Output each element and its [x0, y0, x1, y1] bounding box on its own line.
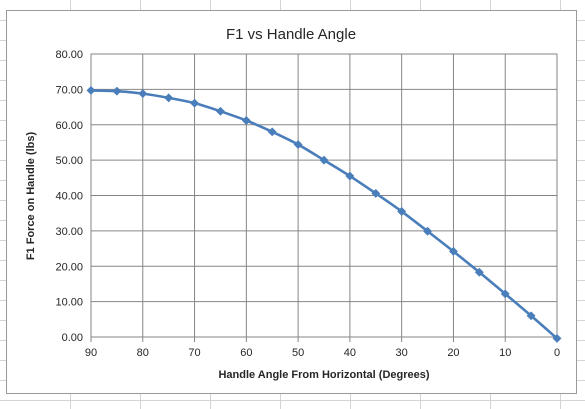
data-point-marker[interactable]	[241, 115, 251, 126]
x-tick-label: 90	[85, 347, 97, 359]
chart-area[interactable]: F1 vs Handle Angle 0.00 10.00 20.00 30.00 40…	[6, 10, 577, 394]
data-point-marker[interactable]	[190, 98, 200, 108]
y-axis-tick-labels: 0.00 10.00 20.00 30.00 40.00 50.00 60.00 70.00 8…	[55, 49, 83, 344]
y-tick-label: 30.00	[55, 226, 83, 238]
y-tick-label: 50.00	[55, 155, 83, 167]
x-tick-label: 20	[447, 347, 459, 359]
y-tick-label: 70.00	[55, 84, 83, 96]
x-tick-label: 0	[554, 347, 560, 359]
y-tick-label: 80.00	[55, 49, 83, 61]
data-point-marker[interactable]	[138, 89, 148, 99]
data-point-marker[interactable]	[371, 188, 381, 198]
x-tick-label: 80	[137, 347, 149, 359]
data-point-marker[interactable]	[526, 311, 536, 321]
y-axis-label: F1 Force on Handle (lbs)	[25, 131, 37, 260]
data-point-marker[interactable]	[552, 333, 562, 343]
data-point-marker[interactable]	[215, 106, 225, 116]
data-point-marker[interactable]	[474, 267, 484, 277]
data-point-marker[interactable]	[500, 289, 510, 299]
x-tick-label: 60	[240, 347, 252, 359]
data-point-marker[interactable]	[112, 86, 122, 96]
x-tick-label: 30	[396, 347, 408, 359]
x-tick-label: 70	[188, 347, 200, 359]
series-group	[86, 85, 562, 343]
x-tick-label: 10	[499, 347, 511, 359]
x-tick-label: 50	[292, 347, 304, 359]
data-point-marker[interactable]	[164, 93, 174, 103]
y-tick-label: 60.00	[55, 120, 83, 132]
data-point-marker[interactable]	[267, 127, 277, 137]
data-point-marker[interactable]	[397, 206, 407, 216]
data-point-marker[interactable]	[423, 226, 433, 236]
y-tick-label: 20.00	[55, 261, 83, 273]
data-point-marker[interactable]	[293, 140, 303, 150]
y-tick-label: 40.00	[55, 191, 83, 203]
x-axis-tick-labels: 90 80 70 60 50 40 30 20 10 0	[85, 347, 560, 359]
line-chart: F1 vs Handle Angle 0.00 10.00 20.00 30.00 40…	[25, 26, 562, 381]
y-tick-label: 10.00	[55, 297, 83, 309]
data-point-marker[interactable]	[345, 171, 355, 181]
chart-title: F1 vs Handle Angle	[226, 26, 356, 43]
y-tick-label: 0.00	[62, 332, 83, 344]
data-point-marker[interactable]	[319, 155, 329, 165]
x-axis-label: Handle Angle From Horizontal (Degrees)	[218, 369, 429, 381]
data-point-marker[interactable]	[86, 85, 96, 95]
data-point-marker[interactable]	[448, 246, 458, 256]
x-tick-label: 40	[344, 347, 356, 359]
